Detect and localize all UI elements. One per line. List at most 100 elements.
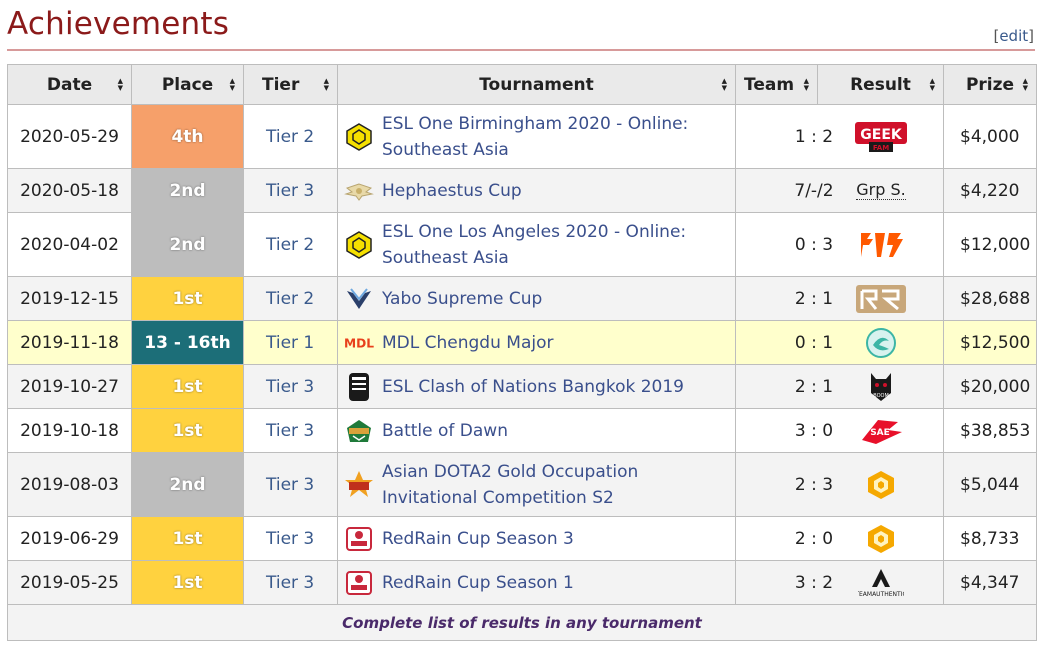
rng-logo[interactable] (849, 281, 913, 317)
col-header-prize[interactable]: Prize ▲ ▼ (943, 64, 1037, 105)
place-cell: 13 - 16th (131, 320, 244, 365)
result-cell: 2 : 1 BOOM (735, 364, 944, 409)
sort-icon[interactable]: ▲ ▼ (229, 76, 235, 92)
gold-hex-logo[interactable] (849, 521, 913, 557)
hephaestus-wings-icon[interactable] (344, 176, 374, 206)
score: 2 : 1 (794, 288, 834, 309)
boom-logo[interactable]: BOOM (849, 369, 913, 405)
sae-logo[interactable]: SAE (849, 413, 913, 449)
table-row: 2020-04-02 2nd Tier 2 ESL One Los Angele… (7, 212, 1037, 277)
esl-hexagon-icon[interactable] (344, 122, 374, 152)
date-cell: 2019-10-27 (7, 364, 132, 409)
edit-link-wrap: [edit] (993, 27, 1034, 45)
place-cell: 1st (131, 364, 244, 409)
geek-fam-logo[interactable]: GEEK FAM (849, 119, 913, 155)
tier-link[interactable]: Tier 3 (243, 408, 338, 453)
table-row: 2019-10-27 1st Tier 3 ESL Clash of Natio… (7, 364, 1037, 409)
tournament-link[interactable]: ESL One Los Angeles 2020 - Online: South… (382, 221, 687, 268)
prize-cell: $12,000 (943, 212, 1037, 277)
place-cell: 2nd (131, 168, 244, 213)
gold-occupation-icon[interactable] (344, 470, 374, 500)
score: 2 : 0 (794, 528, 834, 549)
tier-link[interactable]: Tier 1 (243, 320, 338, 365)
date-cell: 2019-10-18 (7, 408, 132, 453)
sort-icon[interactable]: ▲ ▼ (929, 76, 935, 92)
date-cell: 2020-04-02 (7, 212, 132, 277)
prize-cell: $28,688 (943, 276, 1037, 321)
tournament-link[interactable]: Hephaestus Cup (382, 180, 522, 201)
date-cell: 2019-06-29 (7, 516, 132, 561)
tier-link[interactable]: Tier 3 (243, 452, 338, 517)
edit-link[interactable]: edit (999, 27, 1029, 45)
result-cell: 2 : 0 (735, 516, 944, 561)
tier-link[interactable]: Tier 3 (243, 168, 338, 213)
tier-link[interactable]: Tier 2 (243, 212, 338, 277)
mdl-icon[interactable]: MDL (344, 328, 374, 358)
tournament-cell: Asian DOTA2 Gold Occupation Invitational… (337, 452, 736, 517)
svg-text:FAM: FAM (873, 144, 889, 152)
tournament-cell: ESL Clash of Nations Bangkok 2019 (337, 364, 736, 409)
esl-hexagon-icon[interactable] (344, 230, 374, 260)
tournament-link[interactable]: RedRain Cup Season 3 (382, 528, 574, 549)
sort-icon[interactable]: ▲ ▼ (1022, 76, 1028, 92)
team-group-label[interactable]: Grp S. (856, 180, 906, 200)
tier-link[interactable]: Tier 3 (243, 560, 338, 605)
sort-icon[interactable]: ▲ ▼ (117, 76, 123, 92)
complete-results-link[interactable]: Complete list of results in any tourname… (7, 604, 1037, 641)
col-header-tier[interactable]: Tier ▲ ▼ (243, 64, 338, 105)
svg-text:MDL: MDL (344, 336, 374, 350)
tournament-link[interactable]: Battle of Dawn (382, 420, 508, 441)
fnatic-logo[interactable] (849, 227, 913, 263)
tier-link[interactable]: Tier 2 (243, 276, 338, 321)
tournament-cell: Hephaestus Cup (337, 168, 736, 213)
col-header-tournament[interactable]: Tournament ▲ ▼ (337, 64, 736, 105)
prize-cell: $12,500 (943, 320, 1037, 365)
col-header-place[interactable]: Place ▲ ▼ (131, 64, 244, 105)
score: 0 : 1 (794, 332, 834, 353)
score: 2 : 3 (794, 474, 834, 495)
sort-icon[interactable]: ▲ ▼ (721, 76, 727, 92)
team-authentic-logo[interactable]: TEAMAUTHENTIC (849, 565, 913, 601)
table-row: 2019-11-18 13 - 16th Tier 1 MDL MDL Chen… (7, 320, 1037, 365)
tournament-cell: RedRain Cup Season 3 (337, 516, 736, 561)
place-cell: 2nd (131, 452, 244, 517)
redrain-icon[interactable] (344, 524, 374, 554)
tournament-link[interactable]: Asian DOTA2 Gold Occupation Invitational… (382, 461, 639, 508)
table-row: 2019-10-18 1st Tier 3 Battle of Dawn 3 :… (7, 408, 1037, 453)
col-header-date[interactable]: Date ▲ ▼ (7, 64, 132, 105)
prize-cell: $4,220 (943, 168, 1037, 213)
yabo-wings-icon[interactable] (344, 284, 374, 314)
tournament-cell: Yabo Supreme Cup (337, 276, 736, 321)
tier-link[interactable]: Tier 2 (243, 104, 338, 169)
tournament-cell: ESL One Birmingham 2020 - Online: Southe… (337, 104, 736, 169)
tier-link[interactable]: Tier 3 (243, 516, 338, 561)
table-row: 2020-05-29 4th Tier 2 ESL One Birmingham… (7, 104, 1037, 169)
svg-text:SAE: SAE (870, 428, 890, 438)
svg-text:TEAMAUTHENTIC: TEAMAUTHENTIC (858, 591, 904, 598)
result-cell: 3 : 2 TEAMAUTHENTIC (735, 560, 944, 605)
sort-icon[interactable]: ▲ ▼ (323, 76, 329, 92)
result-cell: 2 : 3 (735, 452, 944, 517)
redrain-icon[interactable] (344, 568, 374, 598)
tournament-cell: Battle of Dawn (337, 408, 736, 453)
col-header-result[interactable]: Result ▲ ▼ (817, 64, 944, 105)
col-header-team[interactable]: Team ▲ ▼ (735, 64, 818, 105)
svg-text:BOOM: BOOM (873, 393, 889, 399)
tournament-link[interactable]: ESL One Birmingham 2020 - Online: Southe… (382, 113, 689, 160)
tier-link[interactable]: Tier 3 (243, 364, 338, 409)
tournament-link[interactable]: Yabo Supreme Cup (382, 288, 543, 309)
team-aster-logo[interactable] (849, 325, 913, 361)
gold-hex-logo[interactable] (849, 467, 913, 503)
tournament-cell: RedRain Cup Season 1 (337, 560, 736, 605)
tournament-link[interactable]: MDL Chengdu Major (382, 332, 554, 353)
tournament-link[interactable]: ESL Clash of Nations Bangkok 2019 (382, 376, 684, 397)
tournament-link[interactable]: RedRain Cup Season 1 (382, 572, 574, 593)
result-cell: 7/-/2 Grp S. (735, 168, 944, 213)
battle-of-dawn-icon[interactable] (344, 416, 374, 446)
sort-icon[interactable]: ▲ ▼ (803, 76, 809, 92)
place-cell: 1st (131, 516, 244, 561)
score: 1 : 2 (794, 126, 834, 147)
result-cell: 0 : 1 (735, 320, 944, 365)
esl-clash-icon[interactable] (344, 372, 374, 402)
place-cell: 2nd (131, 212, 244, 277)
